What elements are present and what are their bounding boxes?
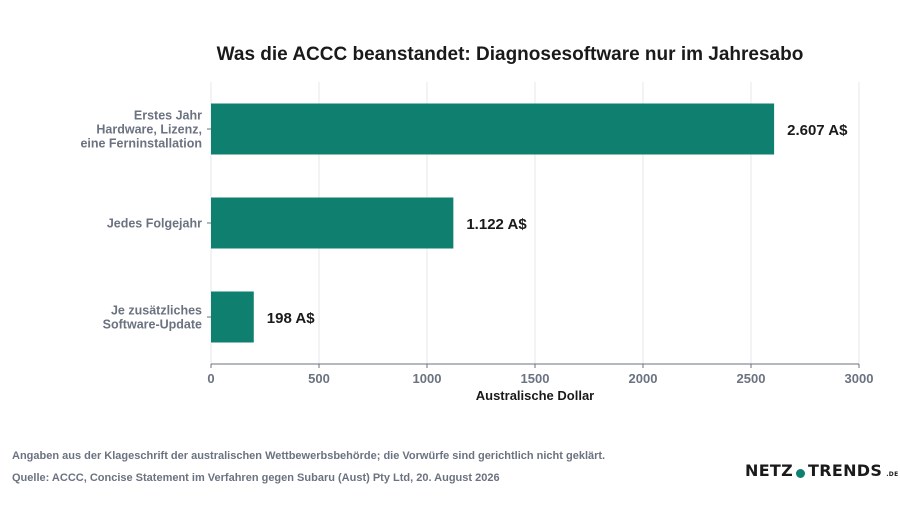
category-label-0-2: eine Ferninstallation [80, 137, 202, 151]
logo-text-left: NETZ [745, 461, 794, 480]
x-tick-label-0: 0 [207, 371, 214, 386]
netztrends-logo: NETZ TRENDS .DE [745, 461, 898, 480]
logo-dot-icon [796, 469, 806, 478]
category-label-2-0: Je zusätzliches [111, 304, 202, 318]
bar-0 [211, 103, 775, 155]
source-note: Quelle: ACCC, Concise Statement im Verfa… [12, 472, 500, 484]
x-tick-label-3: 1500 [521, 371, 550, 386]
x-tick-label-2: 1000 [413, 371, 442, 386]
x-tick-label-4: 2000 [629, 371, 658, 386]
category-label-2-1: Software-Update [103, 318, 202, 332]
x-tick-label-5: 2500 [737, 371, 766, 386]
value-label-1: 1.122 A$ [466, 216, 527, 233]
bar-2 [211, 291, 254, 343]
bar-1 [211, 197, 454, 249]
logo-text-right: TRENDS [808, 461, 883, 480]
category-label-0-1: Hardware, Lizenz, [96, 123, 202, 137]
value-label-0: 2.607 A$ [787, 122, 848, 139]
category-label-1-0: Jedes Folgejahr [107, 217, 202, 231]
footnote: Angaben aus der Klageschrift der austral… [12, 450, 606, 462]
category-label-0-0: Erstes Jahr [134, 109, 202, 123]
x-tick-label-1: 500 [308, 371, 330, 386]
x-tick-label-6: 3000 [845, 371, 874, 386]
chart-title: Was die ACCC beanstandet: Diagnosesoftwa… [216, 44, 804, 65]
logo-tld: .DE [886, 471, 899, 478]
value-label-2: 198 A$ [267, 310, 315, 327]
x-axis-title: Australische Dollar [476, 388, 595, 403]
